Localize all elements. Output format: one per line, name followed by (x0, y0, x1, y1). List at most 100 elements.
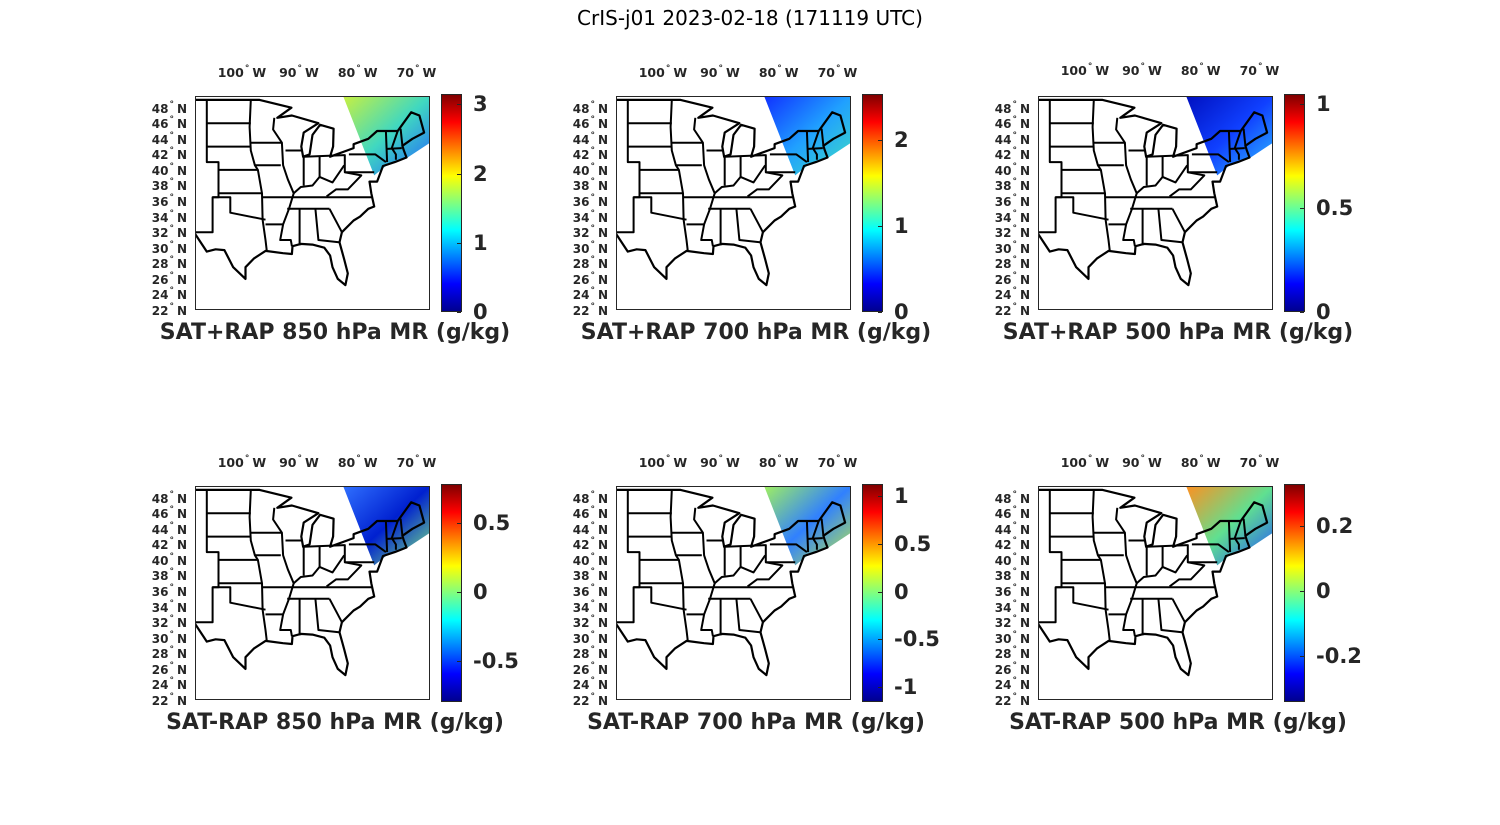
degree-symbol: ° (1012, 629, 1017, 640)
lat-label: 48° N (995, 490, 1030, 506)
lon-label: 70° W (397, 454, 437, 470)
lat-label-hemi: N (597, 507, 608, 522)
state-border (272, 507, 295, 637)
lat-label-deg: 48 (151, 491, 169, 506)
state-border (399, 128, 404, 146)
lat-label-hemi: N (597, 304, 608, 318)
lat-label-deg: 36 (572, 195, 590, 210)
lat-label-deg: 40 (994, 553, 1012, 568)
lat-label-hemi: N (597, 148, 608, 163)
lat-label: 32° N (995, 224, 1030, 240)
lat-label: 44° N (152, 131, 187, 147)
lat-label: 44° N (995, 131, 1030, 147)
degree-symbol: ° (1012, 302, 1017, 312)
state-border (212, 586, 266, 611)
degree-symbol: ° (665, 454, 671, 464)
state-border (248, 489, 268, 641)
lat-label-deg: 30 (572, 631, 590, 646)
colorbar-tick-mark (1300, 312, 1304, 313)
colorbar-tick-label: 0 (473, 300, 488, 324)
lat-label-hemi: N (176, 226, 187, 241)
state-border (1169, 171, 1206, 198)
lat-label-hemi: N (176, 148, 187, 163)
lon-label: 70° W (818, 64, 858, 80)
lat-label-hemi: N (1019, 491, 1030, 506)
lat-label-deg: 36 (151, 585, 169, 600)
state-border (326, 171, 363, 198)
lon-label: 70° W (818, 454, 858, 470)
colorbar-tick-label: -1 (894, 674, 918, 699)
degree-symbol: ° (1012, 146, 1017, 157)
lat-label-hemi: N (597, 272, 608, 287)
degree-symbol: ° (590, 567, 595, 578)
lat-label: 30° N (995, 630, 1030, 646)
state-border (805, 520, 810, 553)
lon-label-hemi: W (1206, 455, 1221, 470)
lon-label-deg: 100 (1060, 63, 1087, 78)
lon-label-hemi: W (252, 65, 267, 80)
degree-symbol: ° (1012, 660, 1017, 671)
lon-label-hemi: W (1265, 455, 1280, 470)
lat-label-deg: 36 (151, 195, 169, 210)
degree-symbol: ° (590, 598, 595, 609)
degree-symbol: ° (590, 177, 595, 188)
state-border (1227, 130, 1232, 163)
map-frame (616, 486, 851, 700)
lon-label: 100° W (1061, 62, 1109, 78)
colorbar-tick-label: 0.5 (1316, 196, 1354, 221)
lat-label-deg: 32 (572, 226, 590, 241)
state-border (384, 520, 389, 553)
state-border (343, 154, 375, 174)
lat-label: 28° N (573, 645, 608, 661)
degree-symbol: ° (1012, 598, 1017, 609)
lat-label: 26° N (995, 661, 1030, 677)
colorbar-tick-label: 1 (894, 213, 909, 238)
lon-label-hemi: W (784, 455, 799, 470)
lat-label-hemi: N (1019, 272, 1030, 287)
degree-symbol: ° (169, 208, 174, 219)
degree-symbol: ° (169, 489, 174, 500)
degree-symbol: ° (590, 536, 595, 547)
lat-label: 46° N (152, 505, 187, 521)
colorbar-tick-label: 0 (1316, 300, 1331, 324)
lat-label: 42° N (995, 536, 1030, 552)
colorbar-tick-label: 2 (894, 127, 909, 152)
lat-label-deg: 22 (572, 304, 590, 318)
lat-label: 26° N (152, 661, 187, 677)
lat-label: 24° N (995, 286, 1030, 302)
lat-label-deg: 26 (151, 272, 169, 287)
lon-label-deg: 80 (337, 455, 356, 470)
lat-label-hemi: N (1019, 585, 1030, 600)
lat-label-deg: 44 (572, 132, 590, 147)
state-border (633, 196, 687, 221)
lat-label: 42° N (573, 536, 608, 552)
lat-label-deg: 44 (994, 132, 1012, 147)
lat-label-deg: 26 (151, 662, 169, 677)
lon-label: 70° W (1240, 454, 1280, 470)
degree-symbol: ° (169, 676, 174, 687)
lat-label: 28° N (152, 255, 187, 271)
lat-label-hemi: N (1019, 132, 1030, 147)
degree-symbol: ° (169, 598, 174, 609)
degree-symbol: ° (718, 454, 723, 464)
lat-label: 28° N (152, 645, 187, 661)
degree-symbol: ° (169, 270, 174, 281)
state-border (1146, 544, 1188, 548)
degree-symbol: ° (590, 660, 595, 671)
state-border (293, 164, 346, 195)
degree-symbol: ° (590, 692, 595, 702)
colorbar-tick-mark (1300, 208, 1304, 210)
lat-label: 36° N (995, 193, 1030, 209)
lat-label-hemi: N (176, 195, 187, 210)
degree-symbol: ° (1140, 62, 1145, 72)
colorbar-tick-mark (878, 139, 882, 141)
colorbar-tick-label: 0 (1316, 579, 1331, 604)
lat-label-deg: 28 (151, 647, 169, 662)
lon-label-hemi: W (725, 65, 740, 80)
degree-symbol: ° (1012, 286, 1017, 297)
lat-label-hemi: N (1019, 257, 1030, 272)
lat-label: 38° N (995, 567, 1030, 583)
lon-label-hemi: W (363, 455, 378, 470)
degree-symbol: ° (1087, 454, 1093, 464)
lat-label-deg: 22 (151, 694, 169, 708)
